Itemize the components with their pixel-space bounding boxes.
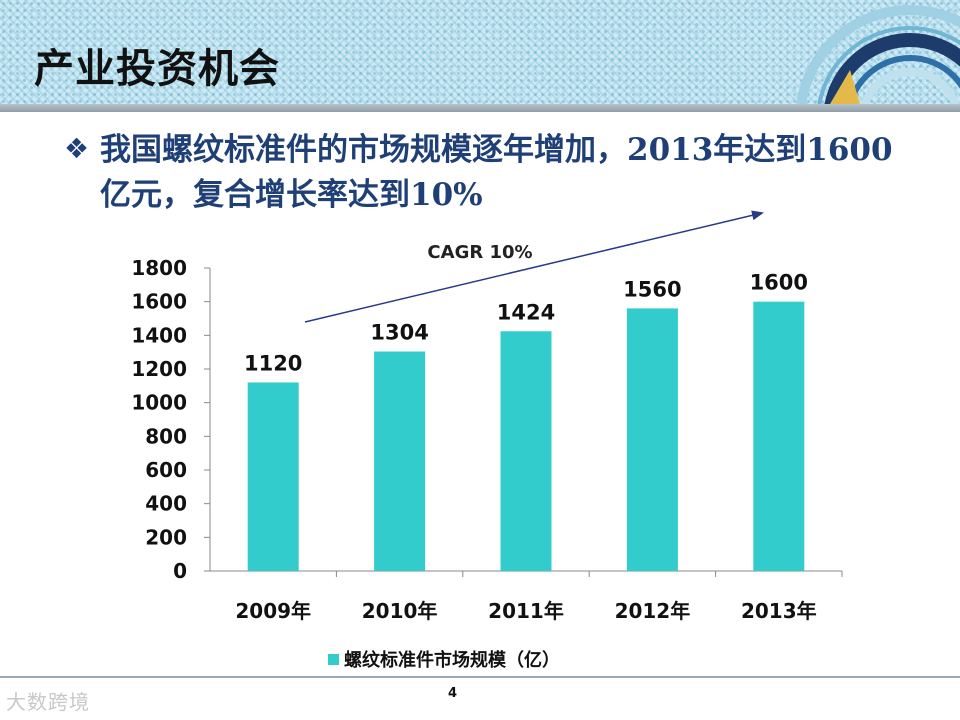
y-tick-label: 200 [145,525,187,549]
watermark-logo: 大数跨境 [6,690,90,714]
cagr-arrow [304,210,764,323]
y-tick-label: 1800 [131,256,187,280]
x-category-label: 2009年 [235,599,311,623]
bar [753,301,805,571]
header-band: 产业投资机会 [0,0,960,104]
y-tick-label: 0 [173,559,187,583]
legend-label: 螺纹标准件市场规模（亿） [344,649,560,671]
bar [626,308,678,571]
diamond-bullet-icon: ❖ [64,132,90,165]
bar-value-label: 1600 [750,271,808,295]
y-tick-label: 1000 [131,391,187,415]
bar [500,331,552,571]
y-tick-label: 600 [145,458,187,482]
y-tick-label: 1200 [131,357,187,381]
x-category-label: 2011年 [488,599,564,623]
footer-divider [0,676,960,678]
bar-value-label: 1560 [623,277,681,301]
bar-value-label: 1304 [370,320,428,344]
bar-value-label: 1424 [497,300,555,324]
legend-swatch [328,654,339,665]
bar-value-label: 1120 [244,351,302,375]
bar [247,382,299,571]
y-tick-label: 1400 [131,323,187,347]
x-category-label: 2013年 [741,599,817,623]
y-tick-label: 800 [145,424,187,448]
header-divider [0,104,960,112]
bullet-text: 我国螺纹标准件的市场规模逐年增加，2013年达到1600亿元，复合增长率达到10… [100,132,893,213]
slide-title: 产业投资机会 [34,45,280,92]
page-number: 4 [448,686,458,701]
x-category-label: 2012年 [615,599,691,623]
circle-decoration-icon [796,5,960,104]
bar [374,351,426,571]
y-tick-label: 1600 [131,290,187,314]
cagr-annotation: CAGR 10% [427,242,532,263]
y-tick-label: 400 [145,492,187,516]
x-category-label: 2010年 [362,599,438,623]
